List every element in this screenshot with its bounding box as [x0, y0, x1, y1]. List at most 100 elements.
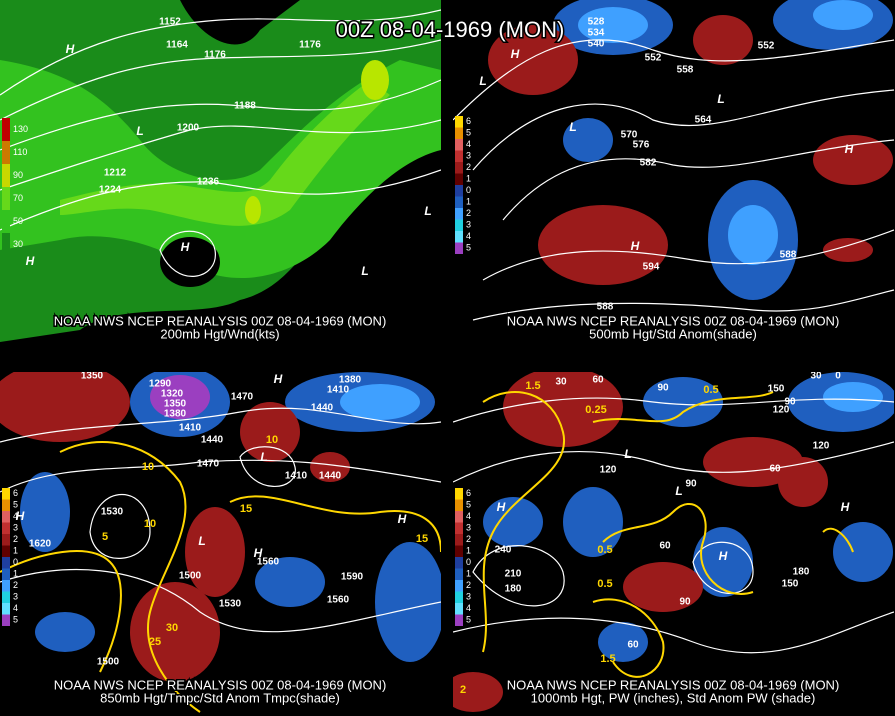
pressure-center: H	[254, 546, 263, 560]
isotherm-label: 30	[166, 622, 178, 634]
legend-label: 3	[13, 592, 18, 602]
isotherm-label: 25	[149, 636, 161, 648]
contour-label: 1410	[285, 471, 308, 482]
isotherm-label: 5	[102, 531, 108, 543]
pressure-center: H	[66, 42, 75, 56]
contour-label: 0	[835, 371, 841, 382]
contour-label: 570	[621, 130, 638, 141]
legend-swatch	[455, 196, 463, 208]
isotherm-label: 0.5	[597, 578, 612, 590]
contour-label: 1236	[197, 177, 220, 188]
pressure-center: L	[479, 74, 486, 88]
contour-label: 180	[793, 567, 810, 578]
contour-label: 564	[695, 115, 712, 126]
panel-850mb: 1350129013201350138014101440147014701440…	[0, 372, 441, 713]
pressure-center: H	[841, 500, 850, 514]
legend-swatch	[455, 568, 463, 580]
contour-label: 1590	[341, 572, 364, 583]
legend-swatch	[455, 534, 463, 546]
contour-label: 60	[627, 640, 639, 651]
contour-label: 1380	[164, 409, 187, 420]
isotherm-label: 0.5	[703, 384, 718, 396]
contour-label: 1212	[104, 168, 127, 179]
legend-label: 5	[466, 615, 471, 625]
contour-label: 210	[505, 569, 522, 580]
legend-label: 4	[13, 511, 18, 521]
contour-label: 1530	[101, 507, 124, 518]
contour-label: 552	[645, 53, 662, 64]
pressure-center: H	[497, 500, 506, 514]
contour-label: 582	[640, 158, 657, 169]
contour-label: 1176	[204, 50, 226, 61]
legend-swatch	[2, 210, 10, 233]
legend-swatch	[455, 173, 463, 185]
legend-swatch	[455, 219, 463, 231]
legend-label: 90	[13, 170, 23, 180]
panel-caption: 850mb Hgt/Tmpc/Std Anom Tmpc(shade)	[100, 690, 340, 705]
legend-label: 3	[466, 592, 471, 602]
contour-label: 1320	[161, 389, 184, 400]
contour-label: 1620	[29, 539, 52, 550]
legend-swatch	[2, 591, 10, 603]
legend-swatch	[2, 557, 10, 569]
legend-label: 4	[466, 603, 471, 613]
legend-swatch	[2, 603, 10, 615]
legend-label: 50	[13, 216, 23, 226]
legend-label: 6	[466, 488, 471, 498]
pressure-center: H	[26, 254, 35, 268]
legend-swatch	[2, 511, 10, 523]
contour-label: 1470	[231, 392, 254, 403]
pressure-center: L	[569, 120, 576, 134]
legend-label: 2	[466, 162, 471, 172]
legend-label: 3	[466, 523, 471, 533]
isotherm-label: 10	[266, 434, 278, 446]
legend-swatch	[2, 488, 10, 500]
legend-swatch	[2, 580, 10, 592]
contour-label: 558	[677, 65, 694, 76]
contour-label: 120	[600, 465, 617, 476]
contour-label: 1440	[201, 435, 224, 446]
pressure-center: L	[624, 447, 631, 461]
contour-label: 150	[768, 384, 785, 395]
contour-label: 534	[588, 28, 605, 39]
contour-label: 540	[588, 39, 605, 50]
pressure-center: L	[675, 484, 682, 498]
legend-swatch	[2, 534, 10, 546]
pressure-center: L	[260, 450, 267, 464]
contour-label: 90	[784, 397, 796, 408]
legend-label: 5	[466, 243, 471, 253]
legend-label: 2	[13, 580, 18, 590]
contour-label: 1380	[339, 375, 362, 386]
legend-swatch	[2, 499, 10, 511]
legend-label: 5	[466, 500, 471, 510]
legend-label: 4	[13, 603, 18, 613]
legend-label: 1	[466, 546, 471, 556]
legend-swatch	[2, 187, 10, 210]
legend-label: 5	[466, 128, 471, 138]
legend-label: 0	[13, 557, 18, 567]
pressure-center: L	[717, 92, 724, 106]
isotherm-label: 10	[144, 518, 156, 530]
contour-label: 1560	[327, 595, 350, 606]
legend-label: 30	[13, 239, 23, 249]
contour-label: 1188	[234, 101, 256, 112]
contour-label: 1500	[179, 571, 202, 582]
panel-caption: 1000mb Hgt, PW (inches), Std Anom PW (sh…	[531, 690, 816, 705]
panel-200mb: 1152 1164 1176 1176 1188 1200 1212 1224 1236 H L H L…	[0, 0, 441, 342]
legend-label: 0	[466, 185, 471, 195]
contour-label: 1224	[99, 185, 122, 196]
contour-label: 1500	[97, 657, 120, 668]
legend-label: 1	[466, 197, 471, 207]
legend-label: 3	[13, 523, 18, 533]
legend-label: 1	[466, 174, 471, 184]
contour-label: 1410	[179, 423, 202, 434]
legend-label: 1	[13, 569, 18, 579]
isotherm-label: 1.5	[600, 653, 615, 665]
legend-label: 4	[466, 231, 471, 241]
contour-label: 1470	[197, 459, 220, 470]
contour-label: 60	[769, 464, 781, 475]
contour-label: 594	[643, 262, 660, 273]
legend-label: 6	[466, 116, 471, 126]
